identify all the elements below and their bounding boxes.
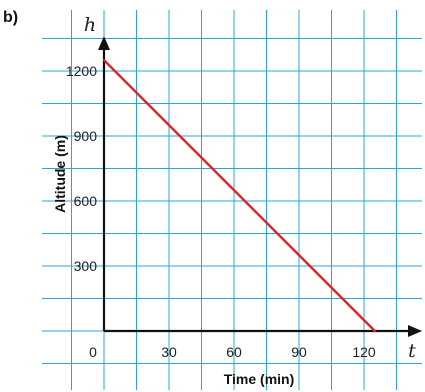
- x-tick-label: 60: [226, 344, 242, 360]
- y-axis-label: Altitude (m): [52, 135, 68, 213]
- y-tick-label: 1200: [66, 63, 97, 79]
- axes: [98, 36, 422, 337]
- x-axis-arrow-icon: [408, 325, 422, 337]
- y-tick-label: 600: [74, 193, 98, 209]
- grid: [42, 10, 422, 390]
- x-tick-label: 90: [291, 344, 307, 360]
- x-axis-label: Time (min): [224, 371, 295, 387]
- series-line: [102, 58, 377, 333]
- x-tick-label: 120: [352, 344, 376, 360]
- tick-labels: 0 30 60 90 120 300 600 900 1200: [66, 63, 376, 360]
- y-tick-label: 300: [74, 258, 98, 274]
- origin-label: 0: [89, 344, 97, 360]
- x-axis-variable: t: [408, 340, 416, 362]
- part-label: b): [3, 9, 18, 26]
- x-tick-label: 30: [161, 344, 177, 360]
- series-layer: [102, 58, 377, 333]
- y-tick-label: 900: [74, 128, 98, 144]
- y-axis-variable: h: [84, 14, 96, 36]
- y-axis-arrow-icon: [98, 36, 110, 50]
